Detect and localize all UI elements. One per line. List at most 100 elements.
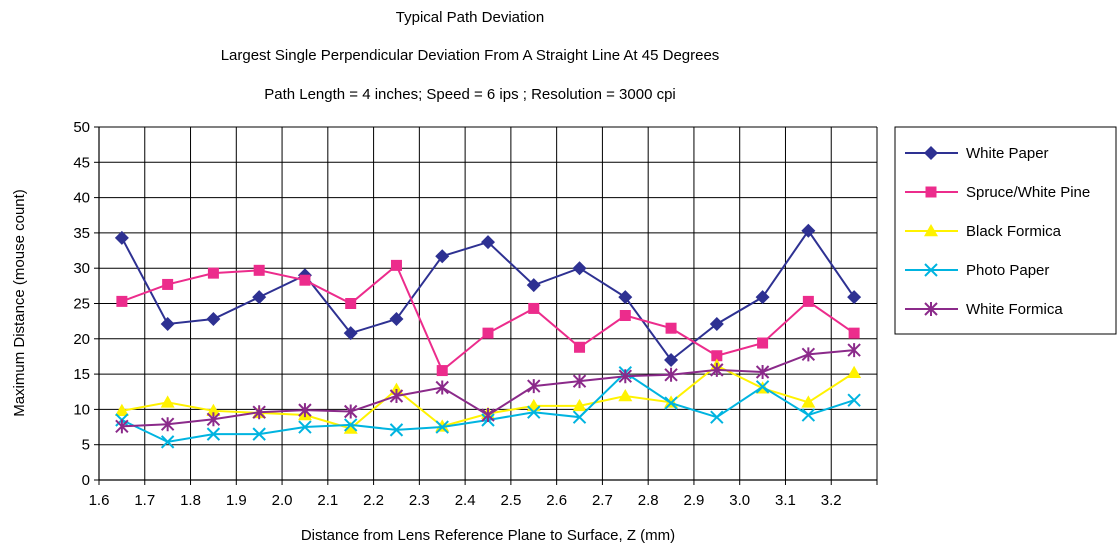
y-tick-label: 0 <box>82 472 90 489</box>
tick-labels: 0 5 10 15 20 25 30 35 40 45 50 1.6 1.7 1.8 1.9 2.0 2.1 2.… <box>73 119 841 509</box>
data-point-black-formica <box>572 398 587 412</box>
legend-label: White Paper <box>966 145 1049 162</box>
data-point-black-formica <box>847 365 862 378</box>
x-tick-label: 2.2 <box>363 492 384 509</box>
x-tick-label: 1.6 <box>89 492 110 509</box>
legend-item-photo-paper: Photo Paper <box>905 262 1049 279</box>
data-point-white-paper <box>252 290 267 305</box>
data-point-black-formica <box>114 403 129 417</box>
series-white-formica <box>115 343 861 434</box>
data-point-white-paper <box>160 316 175 331</box>
data-point-photo-paper <box>435 420 449 434</box>
data-point-spruce-white-pine <box>574 341 586 353</box>
x-tick-label: 2.6 <box>546 492 567 509</box>
data-point-spruce-white-pine <box>436 365 448 377</box>
x-tick-label: 2.1 <box>317 492 338 509</box>
data-point-white-formica <box>847 343 861 358</box>
legend: White Paper Spruce/White Pine Black Formic… <box>894 126 1117 335</box>
data-point-spruce-white-pine <box>207 267 219 279</box>
data-point-black-formica <box>618 388 633 402</box>
data-point-white-formica <box>160 417 175 432</box>
data-point-photo-paper <box>298 420 312 434</box>
data-point-white-formica <box>664 367 678 382</box>
data-point-white-paper <box>481 235 495 250</box>
data-point-spruce-white-pine <box>619 310 631 322</box>
data-point-white-formica <box>618 369 633 384</box>
data-point-white-formica <box>252 405 266 420</box>
data-point-white-paper <box>435 249 450 264</box>
x-tick-label: 2.5 <box>500 492 521 509</box>
data-point-spruce-white-pine <box>116 295 128 307</box>
y-tick-label: 50 <box>73 119 90 136</box>
x-tick-label: 2.8 <box>638 492 659 509</box>
y-tick-label: 45 <box>73 154 90 171</box>
x-tick-label: 2.9 <box>684 492 705 509</box>
y-axis-label: Maximum Distance (mouse count) <box>11 189 28 417</box>
series-spruce-white-pine <box>116 259 860 377</box>
chart-title: Typical Path Deviation <box>396 9 544 26</box>
series-group <box>114 223 862 449</box>
data-point-white-paper <box>389 312 404 327</box>
data-point-white-formica <box>527 379 541 394</box>
data-point-photo-paper <box>252 427 266 441</box>
data-point-spruce-white-pine <box>253 264 265 276</box>
chart-subtitle-2: Path Length = 4 inches; Speed = 6 ips ; … <box>264 86 676 103</box>
data-point-white-formica <box>206 412 221 427</box>
y-tick-label: 15 <box>73 366 90 383</box>
data-point-white-paper <box>847 290 862 305</box>
axes <box>94 126 878 485</box>
data-point-white-formica <box>801 347 816 362</box>
data-point-photo-paper <box>206 427 221 441</box>
data-point-spruce-white-pine <box>482 327 494 339</box>
data-point-photo-paper <box>710 410 724 424</box>
data-point-photo-paper <box>664 396 678 410</box>
data-point-black-formica <box>160 395 175 408</box>
legend-label: Spruce/White Pine <box>966 184 1090 201</box>
data-point-spruce-white-pine <box>528 302 540 314</box>
x-tick-label: 2.7 <box>592 492 613 509</box>
legend-marker <box>924 224 938 237</box>
x-tick-label: 2.0 <box>272 492 293 509</box>
x-tick-label: 2.3 <box>409 492 430 509</box>
data-point-spruce-white-pine <box>757 337 769 349</box>
data-point-black-formica <box>435 419 450 432</box>
data-point-spruce-white-pine <box>802 295 814 307</box>
data-point-spruce-white-pine <box>665 322 677 334</box>
y-tick-label: 10 <box>73 401 90 418</box>
data-point-black-formica <box>206 403 221 417</box>
legend-item-white-formica: White Formica <box>905 301 1063 318</box>
data-point-spruce-white-pine <box>345 298 357 309</box>
data-point-white-paper <box>755 290 770 305</box>
data-point-white-formica <box>710 362 724 377</box>
data-point-white-formica <box>755 364 770 379</box>
data-point-white-formica <box>298 403 312 418</box>
series-white-paper <box>114 223 862 367</box>
data-point-black-formica <box>343 421 358 434</box>
data-point-photo-paper <box>527 405 541 419</box>
data-point-white-formica <box>481 408 495 423</box>
data-point-spruce-white-pine <box>711 350 723 362</box>
data-point-white-paper <box>572 261 587 276</box>
data-point-spruce-white-pine <box>848 327 860 339</box>
y-tick-label: 40 <box>73 190 90 207</box>
data-point-spruce-white-pine <box>299 274 311 286</box>
data-point-photo-paper <box>801 408 816 422</box>
x-axis-label: Distance from Lens Reference Plane to Su… <box>301 527 675 544</box>
x-tick-label: 3.0 <box>729 492 750 509</box>
legend-label: Black Formica <box>966 223 1062 240</box>
legend-label: Photo Paper <box>966 262 1049 279</box>
legend-marker <box>925 186 937 198</box>
x-tick-label: 3.1 <box>775 492 796 509</box>
data-point-photo-paper <box>343 418 358 432</box>
data-point-black-formica <box>801 395 816 408</box>
data-point-white-paper <box>114 230 129 245</box>
data-point-white-paper <box>206 312 221 327</box>
y-tick-label: 30 <box>73 260 90 277</box>
x-tick-label: 3.2 <box>821 492 842 509</box>
x-tick-label: 1.7 <box>134 492 155 509</box>
y-tick-label: 25 <box>73 296 90 313</box>
x-tick-label: 1.9 <box>226 492 247 509</box>
legend-marker <box>924 302 938 316</box>
data-point-photo-paper <box>160 435 175 449</box>
